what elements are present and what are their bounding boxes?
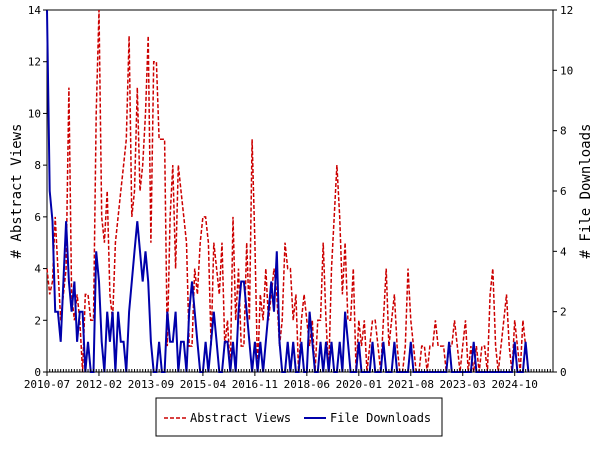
x-tick-label: 2020-01	[336, 378, 382, 391]
y-tick-label: 14	[28, 4, 42, 17]
x-tick-label: 2024-10	[492, 378, 538, 391]
y2-tick-label: 6	[560, 185, 567, 198]
series-line-abstract-views	[46, 9, 530, 373]
series-layer	[46, 9, 530, 373]
x-tick-label: 2018-06	[284, 378, 330, 391]
y2-tick-label: 8	[560, 125, 567, 138]
y-axis-title: # Abstract Views	[9, 124, 25, 259]
plot-area	[46, 9, 554, 373]
y2-tick-label: 10	[560, 64, 573, 77]
y-tick-label: 10	[28, 107, 41, 120]
y-tick-label: 4	[34, 263, 41, 276]
x-axis: 2010-07 2012-02 2013-09 2015-04 2016-11 2018-…	[24, 369, 554, 391]
y-tick-label: 0	[34, 366, 41, 379]
x-tick-label: 2010-07	[24, 378, 70, 391]
y-tick-label: 12	[28, 56, 41, 69]
legend-label-file-downloads: File Downloads	[330, 411, 431, 425]
x-tick-label: 2012-02	[76, 378, 122, 391]
y-tick-label: 6	[34, 211, 41, 224]
y-tick-label: 2	[34, 314, 41, 327]
x-tick-label: 2023-03	[440, 378, 486, 391]
y2-tick-label: 0	[560, 366, 567, 379]
x-tick-label: 2013-09	[128, 378, 174, 391]
y2-axis-title: # File Downloads	[578, 124, 594, 259]
legend-box	[155, 397, 443, 437]
y2-tick-label: 12	[560, 4, 573, 17]
y-axis-left: 0 2 4 6 8 10 12 14	[28, 4, 47, 379]
y-axis-right: 0 2 4 6 8 10 12	[553, 4, 573, 379]
plot-frame	[46, 9, 554, 373]
y2-tick-label: 4	[560, 245, 567, 258]
x-tick-label: 2016-11	[232, 378, 278, 391]
x-tick-label: 2021-08	[388, 378, 434, 391]
legend: Abstract Views File Downloads	[155, 397, 443, 437]
series-line-file-downloads	[46, 9, 530, 373]
y2-tick-label: 2	[560, 306, 567, 319]
legend-label-abstract-views: Abstract Views	[190, 411, 291, 425]
y-tick-label: 8	[34, 159, 41, 172]
x-tick-label: 2015-04	[180, 378, 227, 391]
